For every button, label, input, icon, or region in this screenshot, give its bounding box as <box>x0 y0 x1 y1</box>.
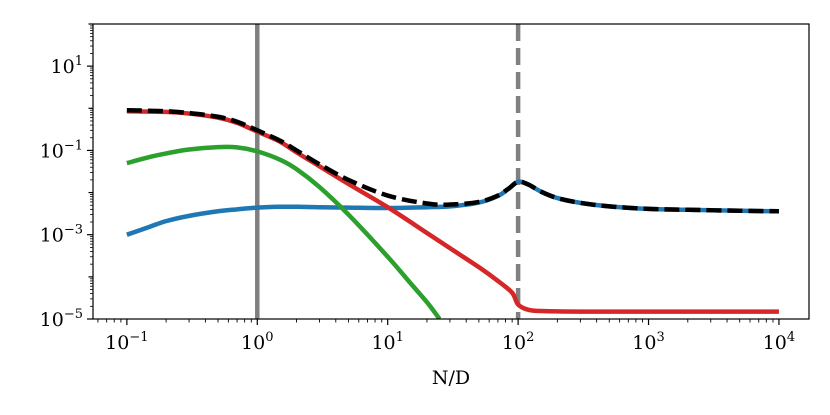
x-tick-exponent: −1 <box>129 330 148 345</box>
x-tick-base: 10 <box>241 332 265 354</box>
y-tick-exponent: −5 <box>64 307 83 322</box>
x-tick-label: 103 <box>632 330 664 354</box>
x-tick-exponent: 3 <box>656 330 664 345</box>
y-tick-base: 10 <box>40 225 64 247</box>
plot-frame <box>92 23 810 320</box>
x-tick-base: 10 <box>105 332 129 354</box>
plot-area <box>126 24 779 319</box>
red-series-line <box>126 109 779 314</box>
x-tick-label: 10−1 <box>105 330 148 354</box>
x-tick-base: 10 <box>502 332 526 354</box>
x-tick-label: 104 <box>763 330 795 354</box>
green-series-line <box>126 144 442 319</box>
y-tick-base: 10 <box>40 309 64 331</box>
y-tick-label: 101 <box>51 54 83 78</box>
black-dashed-total-line <box>126 107 779 214</box>
y-tick-exponent: −1 <box>64 138 83 153</box>
y-tick-label: 10−1 <box>40 138 83 162</box>
x-tick-base: 10 <box>763 332 787 354</box>
y-tick-label: 10−3 <box>40 223 83 247</box>
x-axis-title: N/D <box>432 367 470 389</box>
x-tick-label: 102 <box>502 330 534 354</box>
x-tick-exponent: 4 <box>787 330 795 345</box>
blue-series-line <box>126 179 779 237</box>
y-tick-exponent: −3 <box>64 223 83 238</box>
x-tick-base: 10 <box>632 332 656 354</box>
x-tick-exponent: 2 <box>526 330 534 345</box>
x-tick-exponent: 1 <box>396 330 404 345</box>
x-tick-exponent: 0 <box>265 330 273 345</box>
y-tick-base: 10 <box>40 140 64 162</box>
y-tick-exponent: 1 <box>75 54 83 69</box>
x-tick-label: 100 <box>241 330 273 354</box>
x-axis: 10−1 100 101 102 103 104 <box>97 319 795 354</box>
x-tick-base: 10 <box>371 332 395 354</box>
y-tick-base: 10 <box>51 56 75 78</box>
y-tick-label: 10−5 <box>40 307 83 331</box>
x-tick-label: 101 <box>371 330 403 354</box>
